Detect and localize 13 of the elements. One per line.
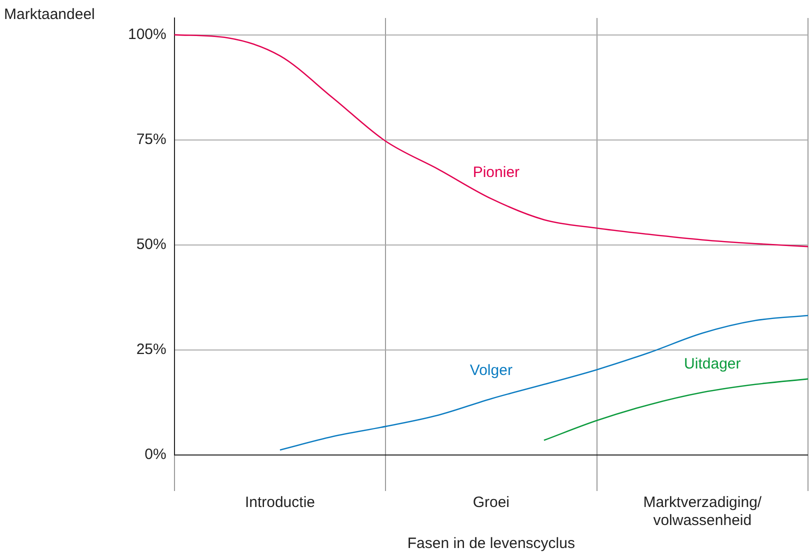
y-tick-label: 0% — [144, 446, 166, 464]
y-tick-label: 75% — [136, 130, 166, 148]
x-tick-label: Marktverzadiging/ volwassenheid — [643, 494, 762, 530]
series-label: Uitdager — [684, 356, 741, 373]
x-axis-title: Fasen in de levenscyclus — [407, 535, 575, 552]
y-tick-label: 50% — [136, 236, 166, 254]
series-label: Pionier — [472, 164, 520, 181]
x-tick-label: Groei — [472, 494, 510, 512]
series-label: Volger — [470, 362, 512, 379]
x-tick-label: Introductie — [244, 494, 315, 512]
y-axis-title: Marktaandeel — [4, 6, 95, 23]
y-tick-label: 100% — [128, 26, 166, 43]
y-tick-label: 25% — [136, 341, 166, 358]
